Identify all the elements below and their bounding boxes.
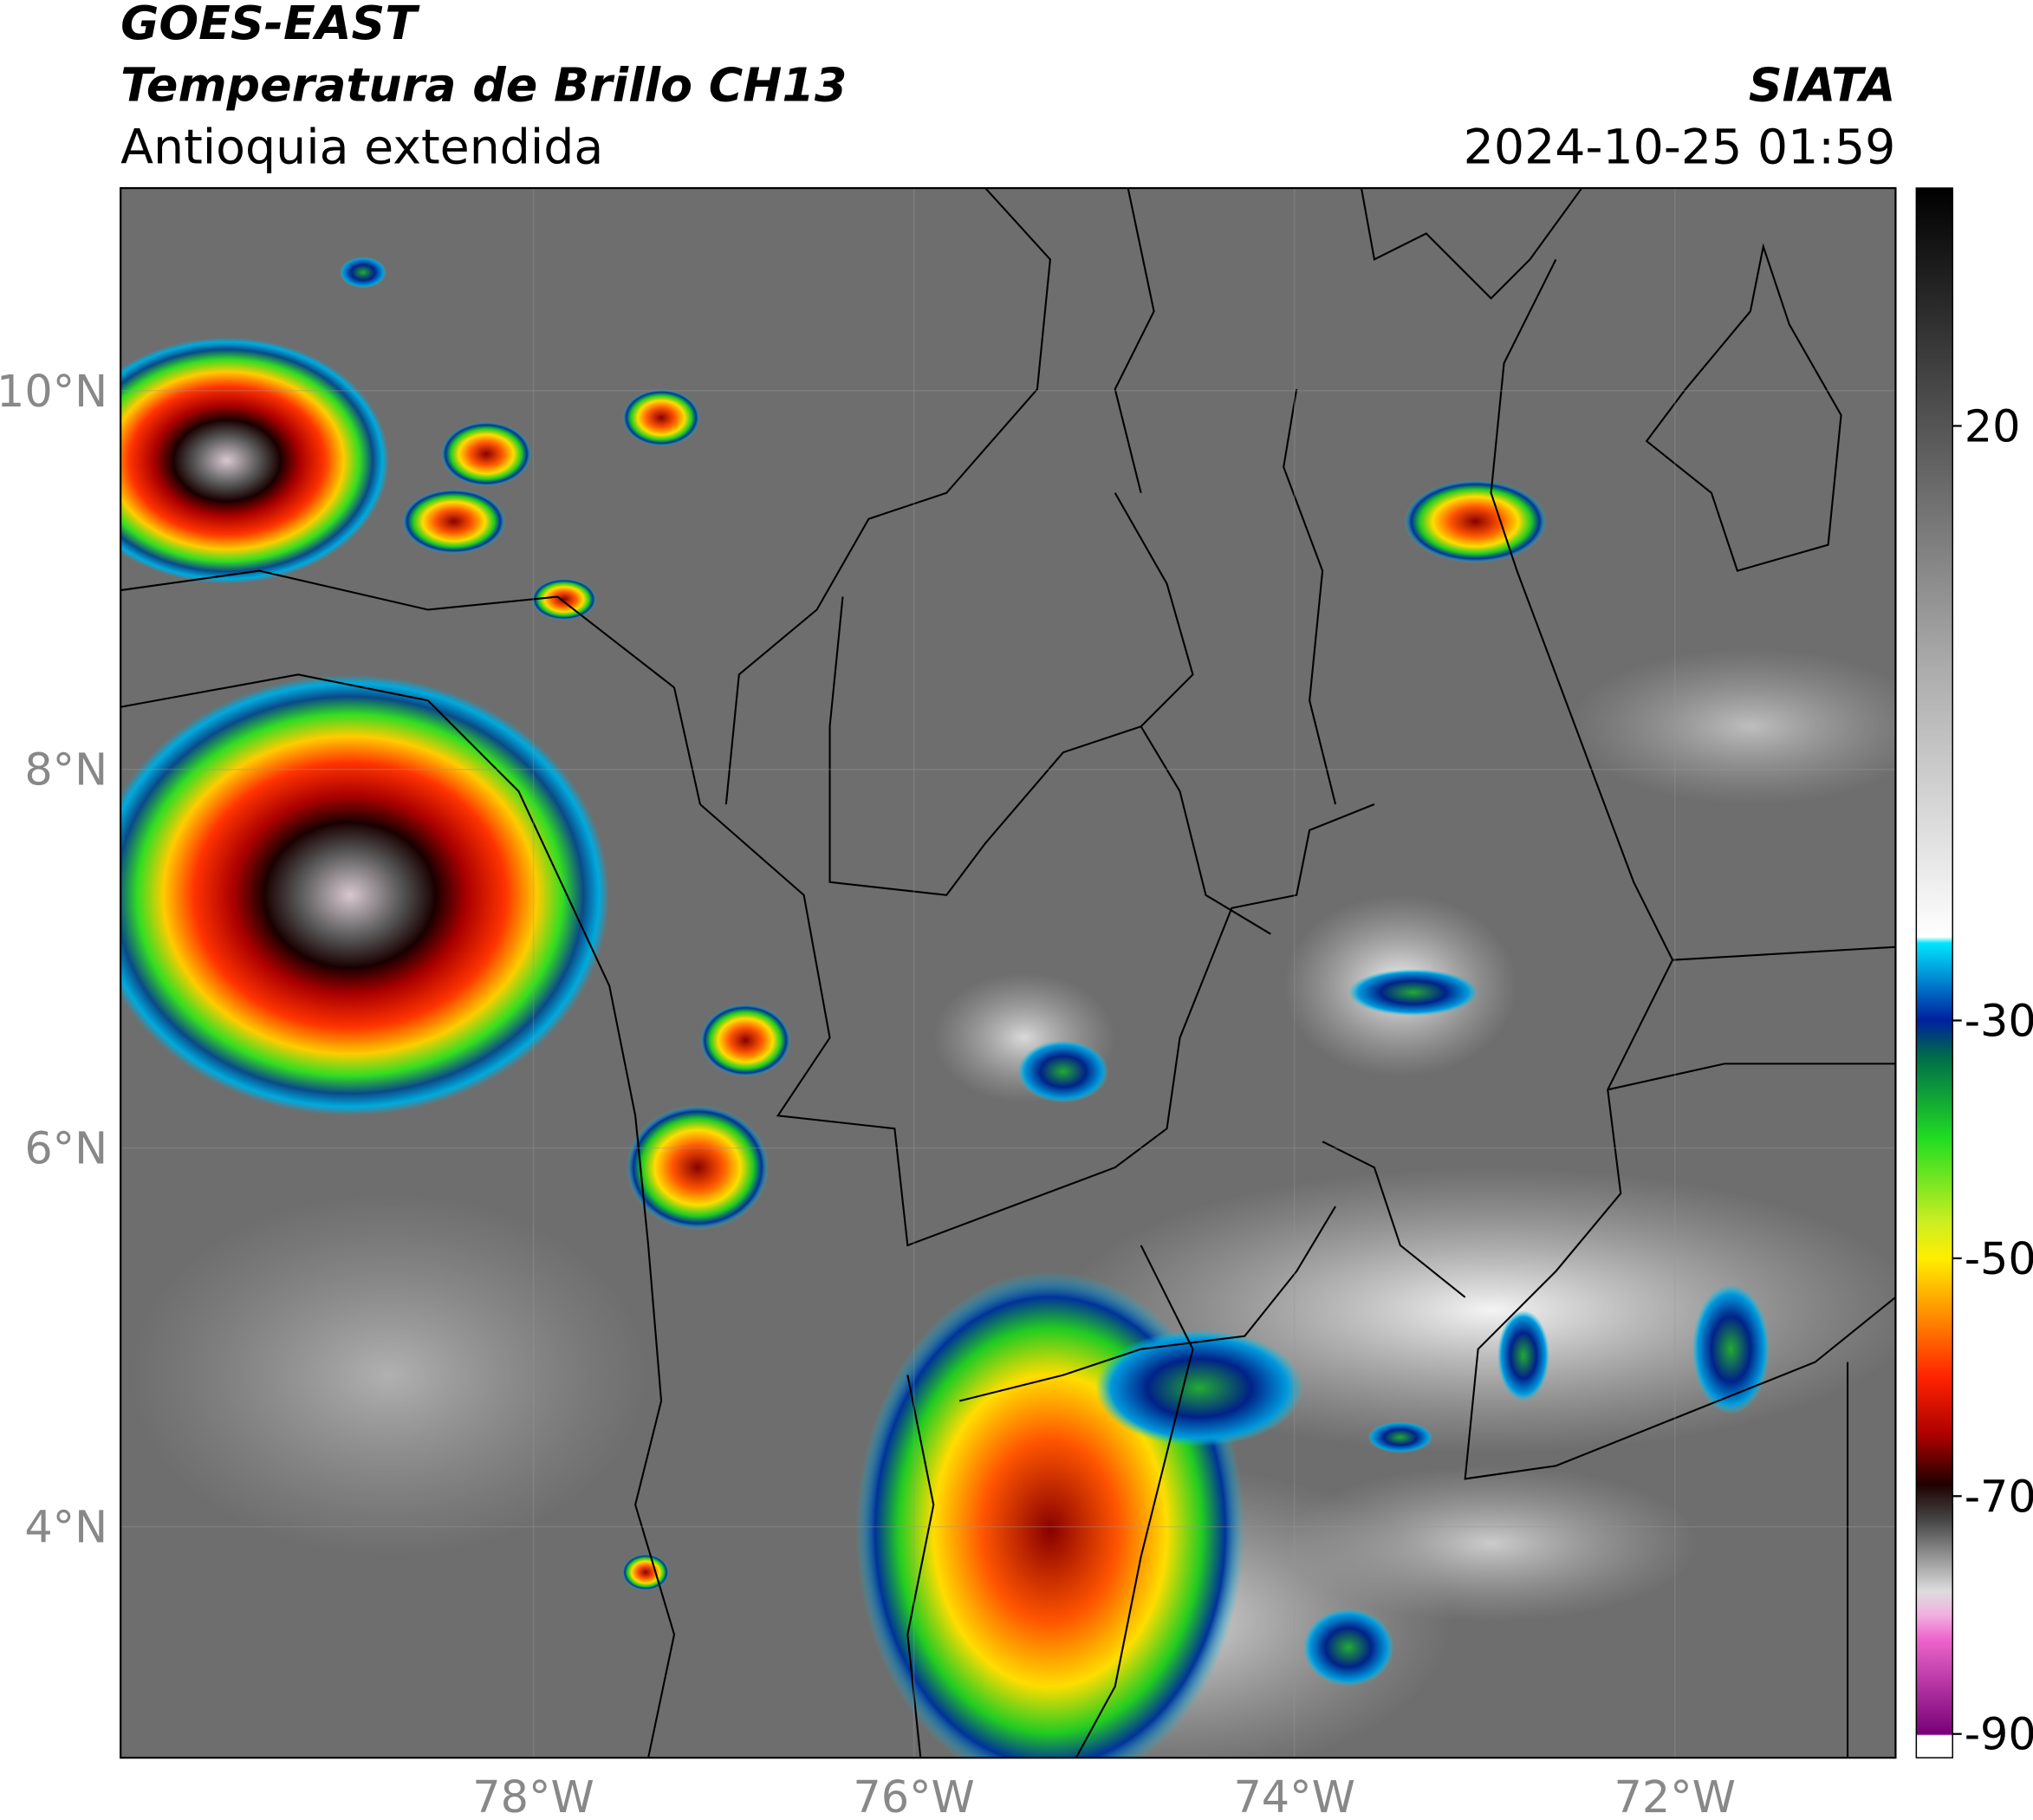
- colorbar: [1915, 187, 1953, 1758]
- borders: [120, 188, 1896, 1758]
- y-tick-label: 4°N: [24, 1502, 107, 1553]
- region: Antioquia extendida: [120, 120, 603, 176]
- colorbar-tick-label: 20: [1965, 400, 2021, 452]
- grid: [120, 188, 1896, 1758]
- colorbar-tick-label: -50: [1965, 1233, 2033, 1284]
- storms: [120, 257, 1770, 1758]
- timestamp: 2024-10-25 01:59: [1464, 120, 1896, 176]
- x-tick-label: 72°W: [1614, 1771, 1736, 1820]
- colorbar-tick-label: -30: [1965, 995, 2033, 1046]
- y-tick-label: 8°N: [24, 744, 107, 796]
- subtitle: Temperatura de Brillo CH13: [120, 58, 847, 113]
- map-frame: [120, 186, 1897, 1759]
- x-tick-label: 76°W: [853, 1771, 974, 1820]
- map-image: [120, 188, 1896, 1758]
- y-tick-label: 10°N: [0, 366, 107, 417]
- y-tick-label: 6°N: [24, 1123, 107, 1174]
- x-tick-label: 78°W: [472, 1771, 594, 1820]
- colorbar-tick-label: -70: [1965, 1471, 2033, 1522]
- x-tick-label: 74°W: [1233, 1771, 1354, 1820]
- title: GOES-EAST: [120, 0, 420, 50]
- colorbar-tick-label: -90: [1965, 1709, 2033, 1760]
- source: SIATA: [1749, 58, 1896, 113]
